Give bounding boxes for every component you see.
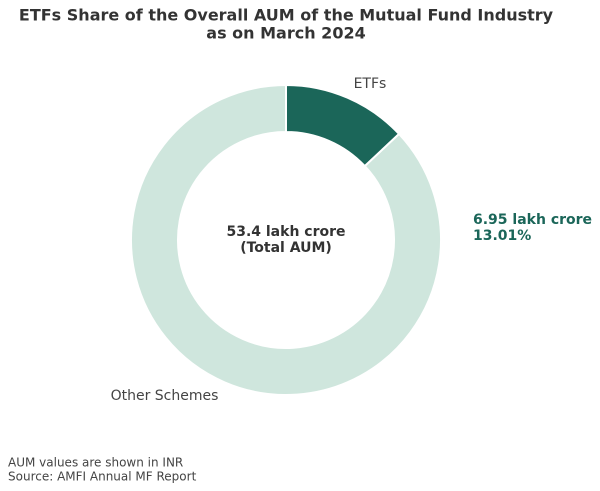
center-label: 53.4 lakh crore [226,224,345,240]
category-label: ETFs [354,76,387,92]
chart-title: ETFs Share of the Overall AUM of the Mut… [19,6,554,25]
note: Source: AMFI Annual MF Report [8,470,197,484]
center-label: (Total AUM) [240,240,332,256]
chart-title: as on March 2024 [206,24,365,43]
category-label: Other Schemes [111,388,219,404]
annotation: 6.95 lakh crore [473,212,592,228]
value-label: 13.01% [473,228,531,244]
note: AUM values are shown in INR [8,456,183,470]
wedge [130,83,442,396]
